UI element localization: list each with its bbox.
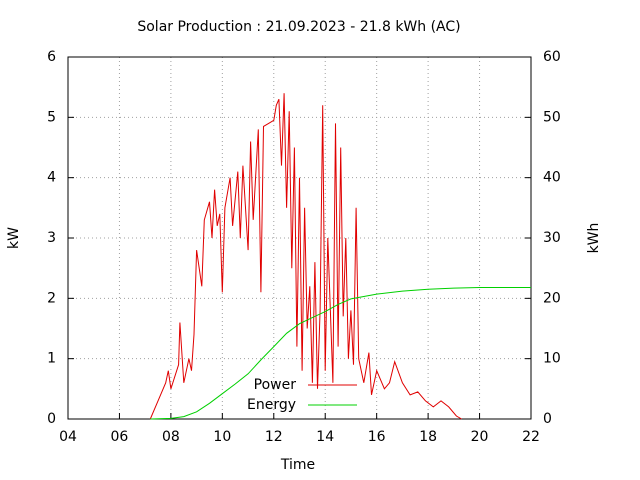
y2-tick-label: 0	[543, 411, 552, 427]
y-tick-label: 0	[47, 411, 56, 427]
y-axis-label: kW	[6, 227, 22, 249]
x-tick-label: 18	[419, 429, 437, 445]
y-tick-label: 2	[47, 290, 56, 306]
x-tick-label: 10	[213, 429, 231, 445]
x-tick-label: 12	[265, 429, 283, 445]
x-tick-label: 16	[368, 429, 386, 445]
plot-frame	[67, 56, 532, 420]
y2-tick-label: 10	[543, 351, 561, 367]
x-tick-label: 06	[111, 429, 129, 445]
y2-tick-label: 40	[543, 170, 561, 186]
legend-label: Energy	[247, 397, 296, 413]
y-tick-label: 1	[47, 351, 56, 367]
y2-tick-label: 30	[543, 230, 561, 246]
x-tick-label: 20	[471, 429, 489, 445]
y2-tick-label: 20	[543, 290, 561, 306]
series-line	[150, 287, 531, 420]
x-axis-label: Time	[280, 457, 315, 473]
y-tick-label: 3	[47, 230, 56, 246]
chart-title: Solar Production : 21.09.2023 - 21.8 kWh…	[137, 19, 460, 35]
y-tick-label: 4	[47, 170, 56, 186]
y-tick-label: 5	[47, 109, 56, 125]
x-tick-label: 08	[162, 429, 180, 445]
y-tick-label: 6	[47, 49, 56, 65]
y2-tick-label: 60	[543, 49, 561, 65]
x-tick-label: 22	[522, 429, 540, 445]
y2-tick-label: 50	[543, 109, 561, 125]
y2-axis-label: kWh	[586, 223, 602, 254]
x-tick-label: 04	[59, 429, 77, 445]
series-line	[149, 93, 462, 420]
legend-label: Power	[254, 377, 297, 393]
x-tick-label: 14	[316, 429, 334, 445]
